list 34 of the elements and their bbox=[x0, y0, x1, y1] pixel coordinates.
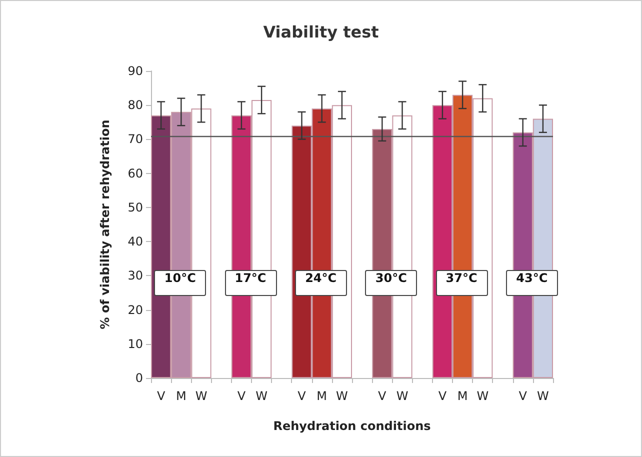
y-tick-label: 60 bbox=[128, 166, 143, 180]
annotation: 24°C bbox=[294, 270, 347, 296]
x-axis-title: Rehydration conditions bbox=[273, 419, 431, 433]
x-tick-label: W bbox=[476, 389, 489, 403]
y-tick-label: 50 bbox=[128, 200, 143, 214]
x-tick-label: V bbox=[298, 389, 307, 403]
x-tick-label: M bbox=[176, 389, 186, 403]
y-tick-label: 80 bbox=[128, 98, 143, 112]
y-tick-label: 10 bbox=[128, 336, 143, 351]
x-tick-label: W bbox=[195, 389, 208, 403]
x-tick-label: V bbox=[518, 389, 528, 403]
y-tick-label: 70 bbox=[128, 132, 143, 146]
x-tick-label: W bbox=[256, 389, 268, 403]
annotation: 10°C bbox=[154, 270, 206, 296]
annotation: 43°C bbox=[506, 270, 558, 296]
x-tick-label: V bbox=[378, 389, 388, 403]
y-tick-label: 40 bbox=[128, 234, 143, 249]
x-tick-label: W bbox=[396, 389, 408, 403]
annotation: 17°C bbox=[224, 270, 276, 296]
annotation: 37°C bbox=[436, 270, 488, 296]
y-axis-title: % of viability after rehydration bbox=[98, 120, 112, 330]
x-tick-label: V bbox=[237, 389, 246, 403]
x-tick-label: W bbox=[537, 389, 550, 403]
x-tick-label: W bbox=[336, 389, 348, 403]
x-tick-label: M bbox=[457, 389, 468, 403]
x-tick-label: V bbox=[438, 389, 448, 403]
chart-title: Viability test bbox=[263, 22, 380, 42]
annotation: 30°C bbox=[365, 270, 418, 296]
y-tick-label: 0 bbox=[135, 371, 143, 385]
y-tick-label: 20 bbox=[128, 302, 143, 317]
x-tick-label: M bbox=[316, 389, 328, 403]
y-tick-label: 30 bbox=[128, 268, 143, 283]
x-tick-label: V bbox=[156, 389, 166, 403]
y-tick-label: 90 bbox=[128, 64, 143, 78]
